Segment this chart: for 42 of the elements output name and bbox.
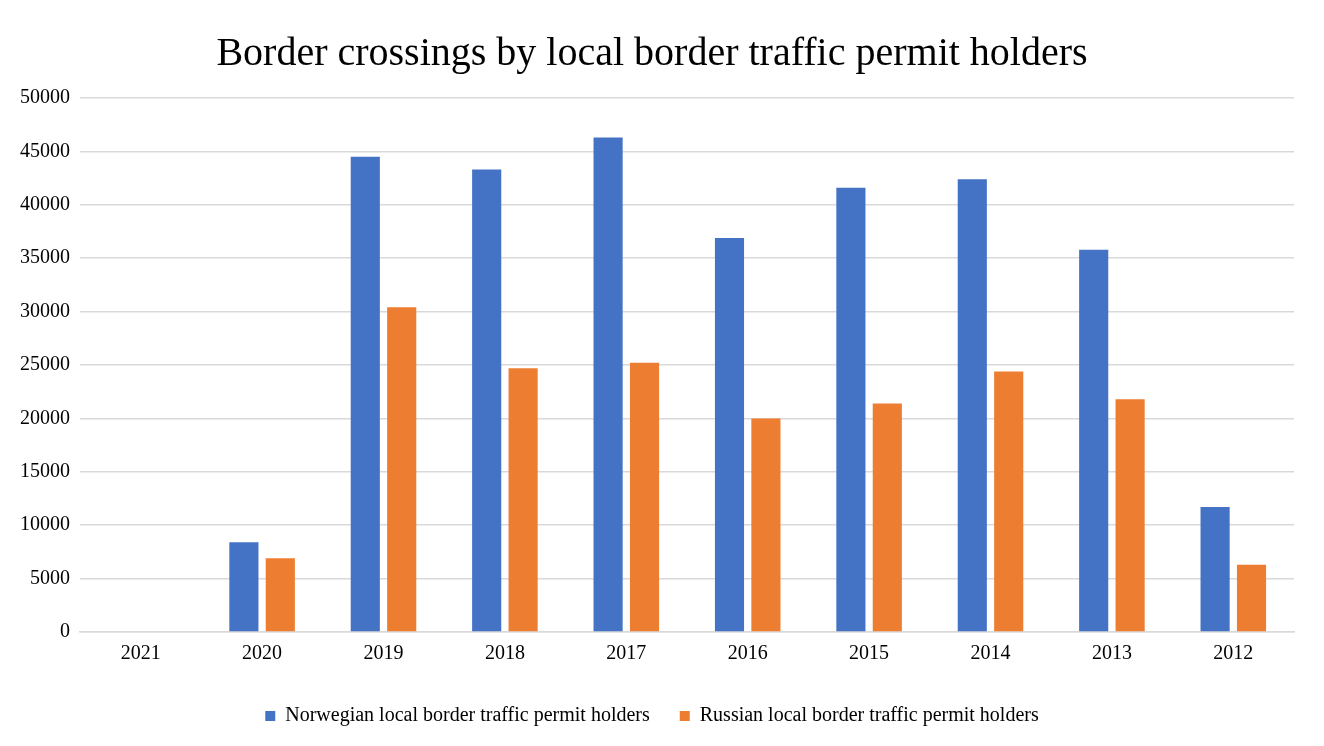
x-tick-label: 2020 xyxy=(242,641,283,664)
y-tick-label: 15000 xyxy=(20,459,70,482)
y-tick-label: 45000 xyxy=(20,138,70,161)
bar xyxy=(265,558,295,632)
bar xyxy=(714,237,745,632)
y-tick-label: 25000 xyxy=(20,352,70,375)
bar xyxy=(1200,507,1230,632)
bar xyxy=(1079,249,1109,632)
y-tick-label: 5000 xyxy=(30,565,70,588)
bar xyxy=(1236,564,1267,632)
y-tick-label: 40000 xyxy=(20,192,70,215)
bar xyxy=(957,179,987,632)
y-tick-label: 30000 xyxy=(20,298,70,321)
x-tick-label: 2016 xyxy=(727,641,768,664)
legend-label: Russian local border traffic permit holders xyxy=(699,703,1039,727)
y-tick-label: 35000 xyxy=(20,245,70,268)
bar xyxy=(629,362,660,632)
bar xyxy=(872,403,902,632)
x-tick-label: 2021 xyxy=(120,641,161,664)
y-tick-label: 0 xyxy=(60,619,70,642)
x-tick-label: 2015 xyxy=(849,641,890,664)
bar xyxy=(994,371,1024,632)
x-tick-label: 2014 xyxy=(970,641,1011,664)
bar xyxy=(387,307,417,632)
x-tick-label: 2019 xyxy=(363,641,404,664)
bar xyxy=(229,542,259,632)
x-tick-label: 2013 xyxy=(1091,641,1132,664)
x-tick-label: 2017 xyxy=(606,641,647,664)
bar xyxy=(751,418,781,632)
y-tick-label: 20000 xyxy=(20,405,70,428)
bar xyxy=(1115,399,1145,632)
x-tick-label: 2018 xyxy=(484,641,525,664)
x-tick-label: 2012 xyxy=(1213,641,1254,664)
bar xyxy=(836,187,866,632)
y-tick-label: 50000 xyxy=(20,85,70,108)
chart-title: Border crossings by local border traffic permit holders xyxy=(216,28,1088,74)
bar xyxy=(593,137,623,632)
y-tick-label: 10000 xyxy=(20,512,70,535)
bar xyxy=(508,368,538,632)
bar xyxy=(350,156,380,632)
bar xyxy=(472,169,502,632)
legend-label: Norwegian local border traffic permit holders xyxy=(285,703,650,727)
